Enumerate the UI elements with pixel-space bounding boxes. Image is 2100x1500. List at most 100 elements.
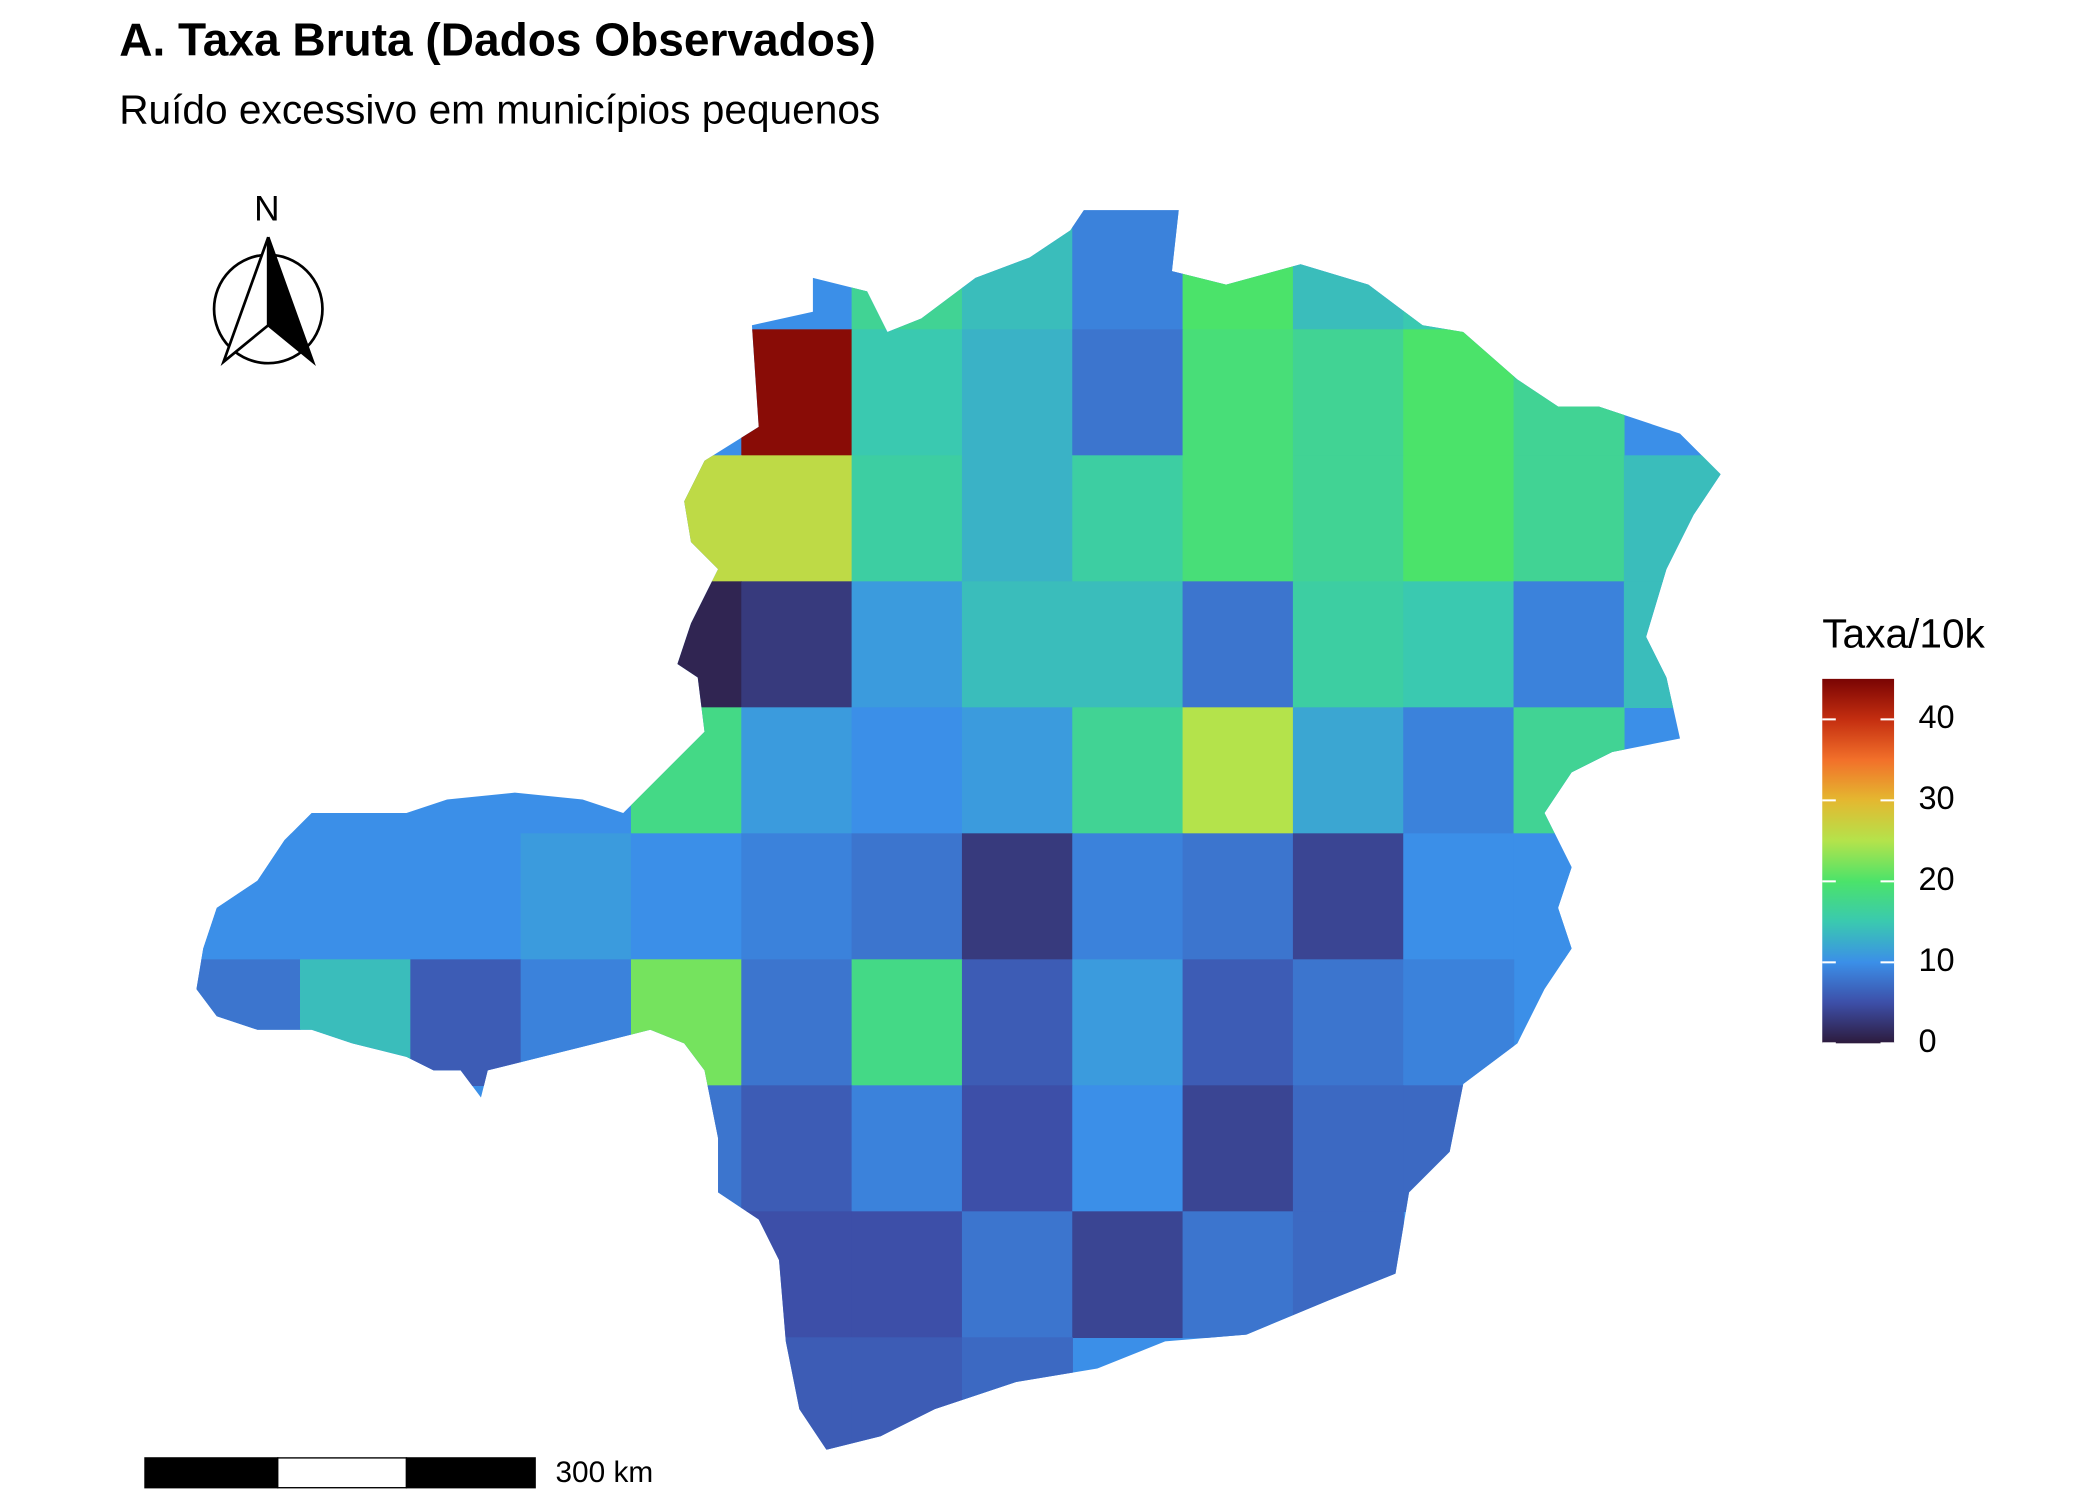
municipality [851, 959, 963, 1086]
municipality [1182, 959, 1294, 1086]
municipality [196, 833, 301, 960]
municipality [1292, 833, 1404, 960]
municipality [851, 1337, 963, 1450]
municipality [851, 581, 963, 708]
map-title: A. Taxa Bruta (Dados Observados) [119, 14, 876, 66]
legend-tick-label: 0 [1918, 1023, 1936, 1059]
scale-label: 300 km [555, 1456, 653, 1489]
map-subtitle: Ruído excessivo em municípios pequenos [119, 86, 880, 132]
municipality [741, 707, 853, 834]
municipality [1182, 329, 1294, 456]
scale-segment [277, 1457, 408, 1489]
municipality [300, 959, 411, 1086]
municipality [741, 329, 853, 456]
municipality [851, 1211, 963, 1338]
municipality [1403, 455, 1515, 582]
municipality [741, 1337, 853, 1450]
municipality [1072, 1085, 1184, 1212]
municipality [630, 959, 742, 1086]
municipality [1513, 707, 1625, 834]
legend-colorbar [1822, 678, 1895, 1044]
municipality [1072, 210, 1184, 330]
scale-segment [144, 1457, 279, 1489]
municipality [851, 455, 963, 582]
municipality [1072, 581, 1184, 708]
municipality [851, 707, 963, 834]
municipality [1072, 329, 1184, 456]
municipality [520, 959, 632, 1086]
municipality [630, 581, 742, 708]
municipality [630, 1085, 742, 1212]
municipality [1292, 707, 1404, 834]
municipality [1182, 707, 1294, 834]
municipality [1513, 329, 1625, 456]
municipality [1403, 833, 1515, 960]
municipality [1403, 210, 1515, 330]
municipality [1292, 210, 1404, 330]
municipality [196, 959, 301, 1086]
municipality [1292, 1085, 1404, 1212]
municipality [961, 329, 1073, 456]
municipality [1623, 581, 1721, 708]
municipality [1292, 959, 1404, 1086]
municipality [741, 1211, 853, 1338]
municipality [851, 210, 963, 330]
north-arrow-right [266, 236, 316, 366]
municipality [741, 833, 853, 960]
north-label: N [254, 190, 279, 229]
municipality [410, 833, 522, 960]
municipality [1403, 581, 1515, 708]
municipality [630, 707, 742, 834]
legend-title: Taxa/10k [1822, 611, 1985, 657]
municipality [851, 833, 963, 960]
municipality [851, 329, 963, 456]
north-arrow-left [220, 236, 270, 366]
legend-tick-label: 20 [1918, 861, 1954, 897]
municipality [851, 1085, 963, 1212]
municipality [961, 210, 1073, 330]
municipality [1182, 455, 1294, 582]
municipality [1072, 833, 1184, 960]
municipality [1182, 1085, 1294, 1212]
municipality [1072, 1211, 1184, 1338]
municipality [1623, 455, 1721, 582]
municipality [1513, 581, 1625, 708]
municipalities [196, 210, 1721, 1450]
municipality [1292, 581, 1404, 708]
municipality [961, 1085, 1073, 1212]
municipality [1513, 833, 1625, 960]
municipality [1182, 1211, 1294, 1338]
municipality [520, 833, 632, 960]
municipality [630, 833, 742, 960]
legend-tick-label: 30 [1918, 780, 1954, 816]
municipality [1403, 329, 1515, 456]
municipality [1182, 581, 1294, 708]
municipality [741, 959, 853, 1086]
municipality [741, 581, 853, 708]
municipality [961, 707, 1073, 834]
municipality [961, 833, 1073, 960]
municipality [961, 1211, 1073, 1338]
municipality [1403, 1085, 1515, 1212]
municipality [961, 455, 1073, 582]
municipality [1072, 455, 1184, 582]
municipality [630, 455, 742, 582]
municipality [300, 833, 411, 960]
municipality [1292, 329, 1404, 456]
municipality [1513, 455, 1625, 582]
legend-tick-label: 40 [1918, 699, 1954, 735]
municipality [961, 959, 1073, 1086]
municipality [961, 1337, 1073, 1450]
municipality [741, 1085, 853, 1212]
municipality [1403, 707, 1515, 834]
scale-bar: 300 km [144, 1456, 653, 1489]
municipality [1072, 707, 1184, 834]
municipality [1292, 455, 1404, 582]
north-arrow: N [212, 190, 324, 366]
municipality [741, 455, 853, 582]
municipality [410, 959, 522, 1086]
legend: Taxa/10k 0 10 20 30 40 [1822, 611, 1986, 1059]
municipality [1072, 959, 1184, 1086]
